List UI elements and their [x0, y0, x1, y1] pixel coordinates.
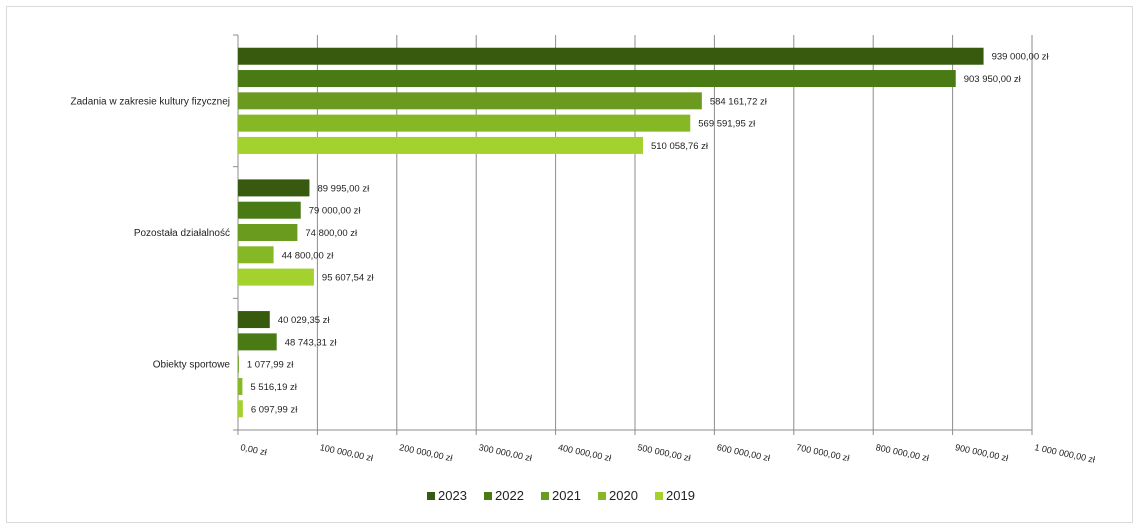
data-label: 584 161,72 zł	[710, 96, 768, 107]
bar	[238, 246, 274, 264]
data-label: 6 097,99 zł	[251, 404, 298, 415]
x-tick-label: 1 000 000,00 zł	[1034, 442, 1096, 465]
bar	[238, 114, 691, 132]
x-tick-label: 100 000,00 zł	[319, 442, 374, 463]
data-label: 79 000,00 zł	[309, 206, 362, 217]
bar	[238, 400, 243, 418]
legend-label: 2021	[552, 488, 581, 503]
data-label: 44 800,00 zł	[282, 250, 335, 261]
data-label: 74 800,00 zł	[305, 228, 358, 239]
data-label: 510 058,76 zł	[651, 141, 709, 152]
data-label: 95 607,54 zł	[322, 273, 375, 284]
data-label: 5 516,19 zł	[250, 382, 297, 393]
category-label: Zadania w zakresie kultury fizycznej	[70, 96, 230, 107]
legend-swatch	[427, 492, 435, 500]
legend-swatch	[541, 492, 549, 500]
x-tick-label: 700 000,00 zł	[795, 442, 850, 463]
bar	[238, 201, 301, 219]
legend: 2023 2022 2021 2020 2019	[427, 488, 695, 503]
legend-label: 2019	[666, 488, 695, 503]
bar	[238, 92, 702, 110]
data-labels: 939 000,00 zł 903 950,00 zł 584 161,72 zł 5…	[247, 52, 1050, 416]
bar	[238, 268, 314, 286]
x-tick-label: 500 000,00 zł	[637, 442, 692, 463]
bar	[238, 333, 277, 351]
bar	[238, 70, 956, 88]
x-tick-label: 200 000,00 zł	[398, 442, 453, 463]
bar	[238, 179, 310, 197]
category-label: Pozostała działalność	[134, 228, 230, 239]
bar	[238, 377, 243, 395]
category-label: Obiekty sportowe	[153, 360, 231, 371]
bars	[238, 47, 984, 418]
data-label: 939 000,00 zł	[992, 52, 1050, 63]
bar	[238, 224, 298, 241]
x-tick-labels: 0,00 zł 100 000,00 zł 200 000,00 zł 300 000…	[240, 442, 1096, 465]
legend-swatch	[598, 492, 606, 500]
x-tick-label: 400 000,00 zł	[557, 442, 612, 463]
legend-label: 2023	[438, 488, 467, 503]
bar	[238, 355, 239, 373]
bar	[238, 136, 643, 154]
legend-swatch	[655, 492, 663, 500]
legend-swatch	[484, 492, 492, 500]
legend-label: 2022	[495, 488, 524, 503]
category-labels: Zadania w zakresie kultury fizycznej Pozo…	[70, 96, 230, 370]
x-tick-label: 0,00 zł	[240, 442, 268, 457]
bar-chart: 939 000,00 zł 903 950,00 zł 584 161,72 zł 5…	[70, 34, 1096, 503]
legend-label: 2020	[609, 488, 638, 503]
x-tick-label: 900 000,00 zł	[954, 442, 1009, 463]
data-label: 89 995,00 zł	[317, 183, 370, 194]
chart-frame: 939 000,00 zł 903 950,00 zł 584 161,72 zł 5…	[6, 6, 1133, 523]
data-label: 903 950,00 zł	[964, 74, 1022, 85]
x-tick-label: 300 000,00 zł	[478, 442, 533, 463]
bar	[238, 311, 270, 329]
bar	[238, 47, 984, 65]
data-label: 1 077,99 zł	[247, 360, 294, 371]
data-label: 569 591,95 zł	[698, 119, 756, 130]
data-label: 48 743,31 zł	[285, 337, 338, 348]
data-label: 40 029,35 zł	[278, 315, 331, 326]
x-tick-label: 800 000,00 zł	[875, 442, 930, 463]
x-tick-label: 600 000,00 zł	[716, 442, 771, 463]
